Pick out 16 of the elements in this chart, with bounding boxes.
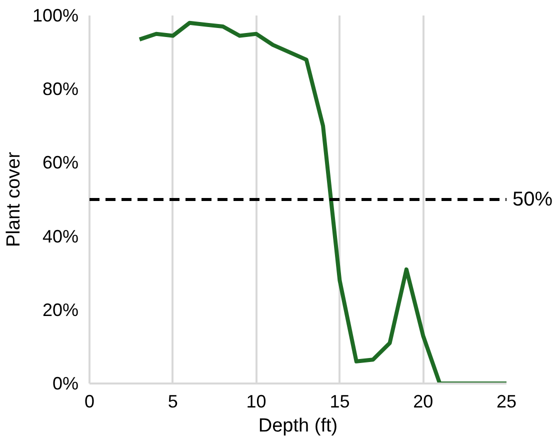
x-tick-label: 10 <box>246 392 266 412</box>
y-tick-label: 80% <box>42 79 79 100</box>
line-series <box>138 20 506 384</box>
x-tick-label: 0 <box>84 392 95 412</box>
y-tick-label: 0% <box>52 374 78 394</box>
y-tick-label: 60% <box>42 152 79 173</box>
y-axis-title: Plant cover <box>3 151 24 248</box>
x-tick-label: 15 <box>330 392 350 412</box>
y-tick-label: 40% <box>42 226 79 246</box>
x-tick-label: 5 <box>168 392 178 412</box>
x-tick-label: 25 <box>496 392 517 412</box>
y-tick-label: 100% <box>32 6 79 26</box>
x-tick-label: 20 <box>413 392 434 412</box>
x-axis-title: Depth (ft) <box>258 416 338 436</box>
y-tick-label: 20% <box>42 300 79 320</box>
ref-line-label: 50% <box>512 188 553 210</box>
